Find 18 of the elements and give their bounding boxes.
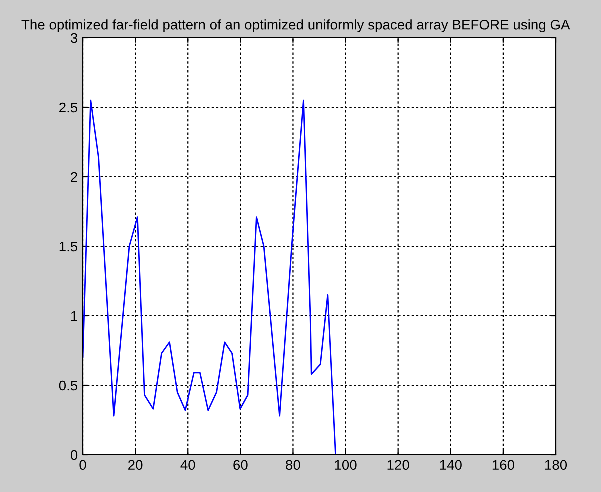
x-tick-label: 0 [80, 460, 86, 470]
y-tick-label: 3 [70, 33, 78, 44]
x-tick-label: 40 [180, 460, 196, 470]
x-tick-label: 160 [492, 460, 514, 470]
y-tick-label: 2.5 [60, 102, 78, 113]
y-tick-label: 0.5 [59, 380, 78, 391]
y-tick-label: 1 [71, 311, 78, 322]
x-tick-label: 60 [234, 460, 248, 470]
y-tick-label: 1.5 [60, 242, 78, 252]
x-tick-label: 140 [440, 460, 462, 470]
chart-title: The optimized far-field pattern of an optimized uniformly spaced array BEFORE using GA [22, 20, 570, 33]
x-tick-label: 20 [128, 460, 143, 470]
y-tick-label: 0 [70, 450, 78, 460]
x-tick-label: 120 [388, 460, 410, 470]
x-tick-label: 180 [545, 460, 568, 470]
x-tick-label: 80 [286, 460, 300, 470]
x-tick-label: 100 [335, 460, 357, 470]
y-tick-label: 2 [71, 172, 78, 182]
